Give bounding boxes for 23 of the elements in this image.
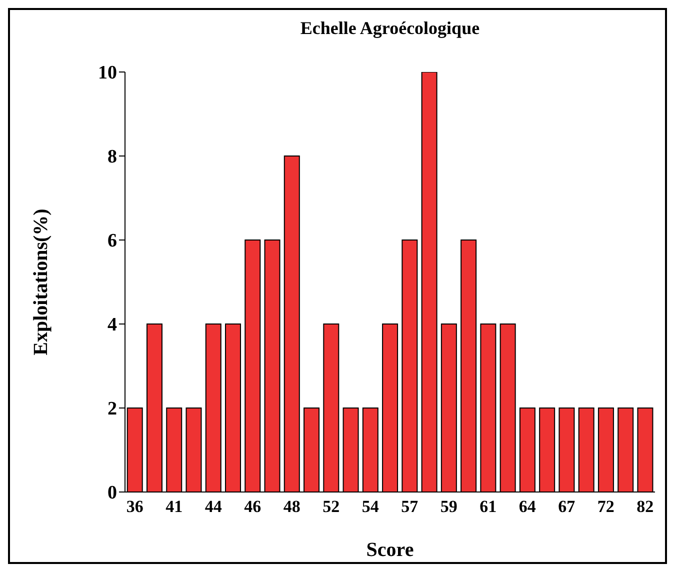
x-tick-label: 48	[283, 497, 300, 516]
x-tick-label: 44	[204, 497, 222, 516]
y-tick-label: 4	[108, 314, 118, 336]
x-tick-label: 67	[558, 497, 576, 516]
y-tick-label: 6	[108, 230, 117, 252]
x-tick-label: 57	[401, 497, 419, 516]
x-tick-label: 59	[440, 497, 458, 516]
x-tick-label: 52	[322, 497, 340, 516]
y-tick-label: 2	[108, 398, 117, 420]
x-tick-label: 61	[480, 497, 497, 516]
chart-title: Echelle Agroécologique	[299, 18, 481, 39]
x-tick-label: 82	[636, 497, 654, 516]
y-tick-label: 8	[108, 146, 117, 168]
x-tick-label: 72	[597, 497, 614, 516]
y-tick-label: 0	[108, 482, 117, 504]
x-axis-title: Score	[366, 539, 414, 562]
x-tick-label: 64	[518, 497, 536, 516]
x-tick-label: 36	[126, 497, 144, 516]
y-axis-title: Exploitations(%)	[30, 208, 52, 356]
x-tick-label: 54	[362, 497, 380, 516]
x-tick-label: 46	[244, 497, 262, 516]
x-tick-label: 41	[166, 497, 183, 516]
y-tick-label: 10	[98, 62, 117, 84]
